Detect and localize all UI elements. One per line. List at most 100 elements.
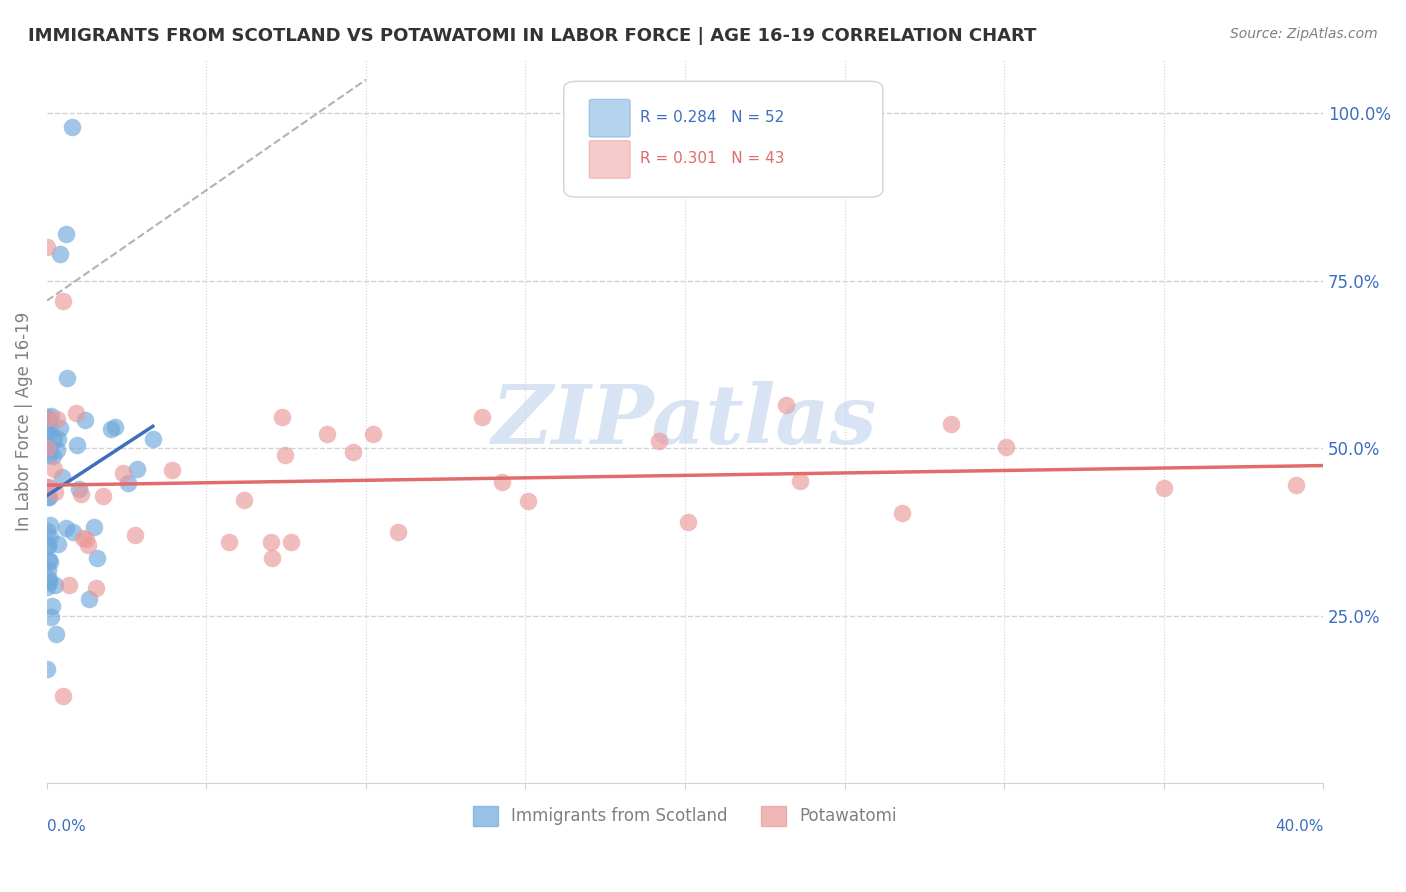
Point xyxy=(1153,481,1175,495)
Point xyxy=(84,581,107,595)
Point xyxy=(37,410,59,425)
Point xyxy=(62,525,84,540)
Point xyxy=(70,487,93,501)
Point xyxy=(42,432,65,446)
Point xyxy=(38,573,60,587)
Point xyxy=(647,434,669,449)
Point xyxy=(58,578,80,592)
Point xyxy=(38,491,60,505)
Point xyxy=(37,443,59,458)
Point xyxy=(77,538,100,552)
Point xyxy=(37,538,59,552)
FancyBboxPatch shape xyxy=(589,141,630,178)
Point xyxy=(491,475,513,489)
Point xyxy=(41,449,63,463)
Point xyxy=(270,410,292,425)
Point xyxy=(49,421,72,435)
Point xyxy=(55,371,77,385)
Point xyxy=(142,432,165,446)
Point xyxy=(51,470,73,484)
Point xyxy=(342,444,364,458)
Point xyxy=(37,442,59,456)
Point xyxy=(315,427,337,442)
Text: R = 0.301   N = 43: R = 0.301 N = 43 xyxy=(640,152,785,166)
Point xyxy=(104,420,127,434)
Point xyxy=(125,462,148,476)
Point xyxy=(218,535,240,549)
Point xyxy=(93,489,115,503)
Point xyxy=(280,535,302,549)
Point xyxy=(995,440,1018,454)
Point xyxy=(75,533,97,547)
Point xyxy=(775,398,797,412)
Point xyxy=(39,610,62,624)
Legend: Immigrants from Scotland, Potawatomi: Immigrants from Scotland, Potawatomi xyxy=(467,799,904,832)
Point xyxy=(124,528,146,542)
Point xyxy=(39,530,62,544)
Point xyxy=(83,520,105,534)
Point xyxy=(38,518,60,533)
Point xyxy=(44,578,66,592)
Point xyxy=(86,551,108,566)
Point xyxy=(387,525,409,540)
Point xyxy=(46,537,69,551)
Point xyxy=(62,120,84,134)
Point xyxy=(35,240,58,254)
Point xyxy=(112,466,135,480)
Point xyxy=(939,417,962,432)
Point xyxy=(37,563,59,577)
Point xyxy=(45,627,67,641)
Point xyxy=(35,480,58,494)
Point xyxy=(42,462,65,476)
Point xyxy=(52,689,75,703)
Point xyxy=(789,475,811,489)
Point xyxy=(77,591,100,606)
Point xyxy=(471,409,494,424)
Text: IMMIGRANTS FROM SCOTLAND VS POTAWATOMI IN LABOR FORCE | AGE 16-19 CORRELATION CH: IMMIGRANTS FROM SCOTLAND VS POTAWATOMI I… xyxy=(28,27,1036,45)
Point xyxy=(38,574,60,589)
Point xyxy=(41,599,63,614)
Point xyxy=(100,422,122,436)
Point xyxy=(1285,477,1308,491)
Point xyxy=(38,553,60,567)
Point xyxy=(55,521,77,535)
Point xyxy=(52,293,75,308)
Point xyxy=(38,413,60,427)
Point xyxy=(45,443,67,458)
Point xyxy=(55,227,77,241)
Point xyxy=(65,406,87,420)
Point xyxy=(38,448,60,462)
Point xyxy=(35,662,58,676)
Point xyxy=(37,426,59,441)
Point xyxy=(37,409,59,424)
Text: 0.0%: 0.0% xyxy=(46,819,86,834)
Point xyxy=(46,412,69,426)
Point xyxy=(260,534,283,549)
Point xyxy=(44,484,66,499)
Point xyxy=(73,413,96,427)
Point xyxy=(117,475,139,490)
Point xyxy=(890,506,912,520)
Point xyxy=(37,439,59,453)
FancyBboxPatch shape xyxy=(589,99,630,137)
Point xyxy=(39,409,62,423)
Point xyxy=(678,516,700,530)
Point xyxy=(37,540,59,554)
Text: R = 0.284   N = 52: R = 0.284 N = 52 xyxy=(640,110,785,125)
Point xyxy=(72,531,94,545)
Point xyxy=(232,493,254,508)
Point xyxy=(38,422,60,436)
Text: 40.0%: 40.0% xyxy=(1275,819,1323,834)
Point xyxy=(35,580,58,594)
Point xyxy=(516,494,538,508)
Point xyxy=(274,448,297,462)
Point xyxy=(361,427,384,442)
Text: Source: ZipAtlas.com: Source: ZipAtlas.com xyxy=(1230,27,1378,41)
Point xyxy=(48,247,70,261)
Point xyxy=(162,462,184,476)
Point xyxy=(46,433,69,447)
Point xyxy=(39,555,62,569)
Point xyxy=(260,550,283,565)
Point xyxy=(37,524,59,538)
FancyBboxPatch shape xyxy=(564,81,883,197)
